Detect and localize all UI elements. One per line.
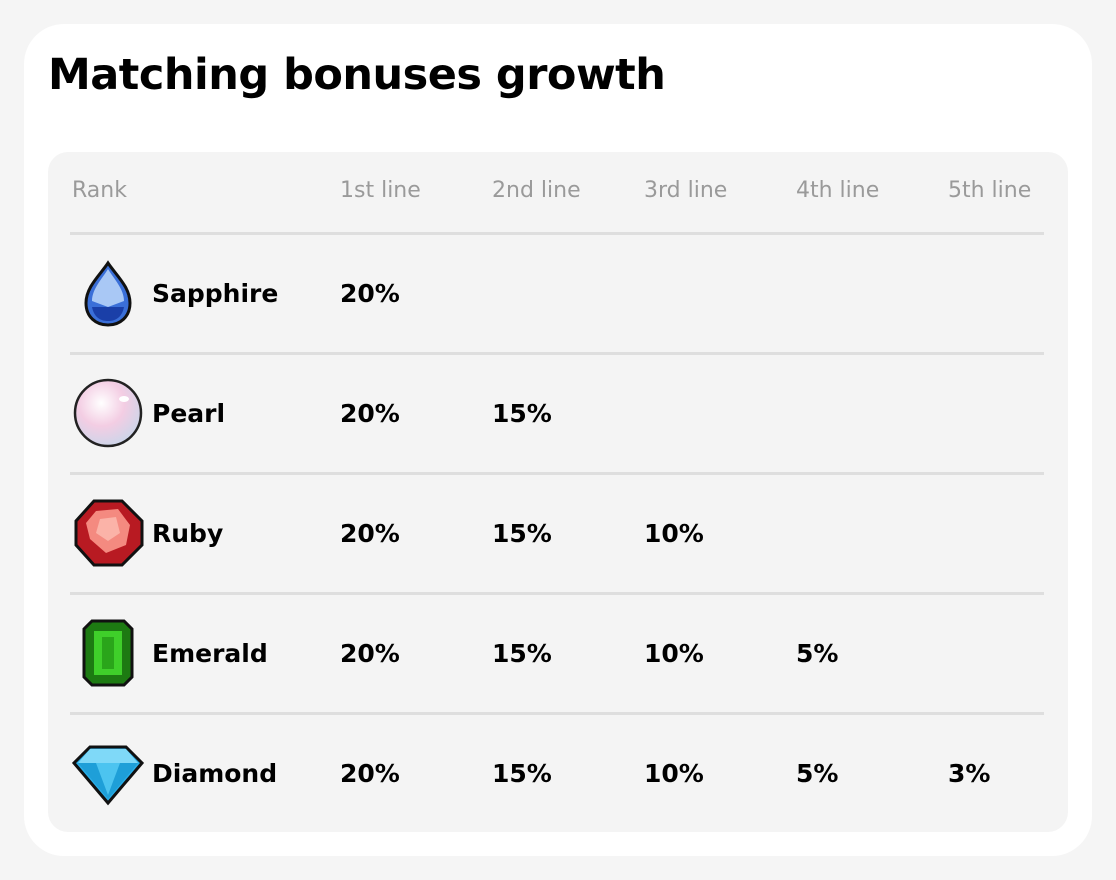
column-header: Rank (72, 178, 127, 203)
rank-name: Diamond (152, 759, 278, 788)
table-row: Emerald 20% 15% 10% 5% (70, 592, 1044, 715)
bonus-value: 10% (644, 519, 704, 548)
rank-name: Sapphire (152, 279, 279, 308)
bonus-value: 15% (492, 639, 552, 668)
bonus-value: 10% (644, 759, 704, 788)
rank-name: Emerald (152, 639, 268, 668)
pearl-icon (72, 377, 144, 449)
column-header: 3rd line (644, 178, 728, 203)
bonus-table (48, 152, 1068, 832)
bonus-value: 20% (340, 519, 400, 548)
bonus-value: 5% (796, 639, 839, 668)
table-row: Sapphire 20% (70, 232, 1044, 355)
column-header: 2nd line (492, 178, 581, 203)
rank-name: Ruby (152, 519, 224, 548)
bonus-value: 10% (644, 639, 704, 668)
column-header: 5th line (948, 178, 1032, 203)
column-header: 4th line (796, 178, 880, 203)
bonus-value: 20% (340, 279, 400, 308)
sapphire-icon (72, 257, 144, 329)
rank-name: Pearl (152, 399, 226, 428)
bonus-value: 20% (340, 759, 400, 788)
ruby-icon (72, 497, 144, 569)
bonus-value: 15% (492, 399, 552, 428)
bonus-value: 5% (796, 759, 839, 788)
bonus-value: 15% (492, 519, 552, 548)
bonus-value: 20% (340, 639, 400, 668)
table-row: Diamond 20% 15% 10% 5% 3% (70, 712, 1044, 835)
table-row: Ruby 20% 15% 10% (70, 472, 1044, 595)
column-header: 1st line (340, 178, 421, 203)
table-row: Pearl 20% 15% (70, 352, 1044, 475)
bonus-value: 20% (340, 399, 400, 428)
bonus-value: 3% (948, 759, 991, 788)
diamond-icon (71, 737, 145, 809)
emerald-icon (72, 617, 144, 689)
bonus-value: 15% (492, 759, 552, 788)
page-title: Matching bonuses growth (48, 50, 666, 100)
